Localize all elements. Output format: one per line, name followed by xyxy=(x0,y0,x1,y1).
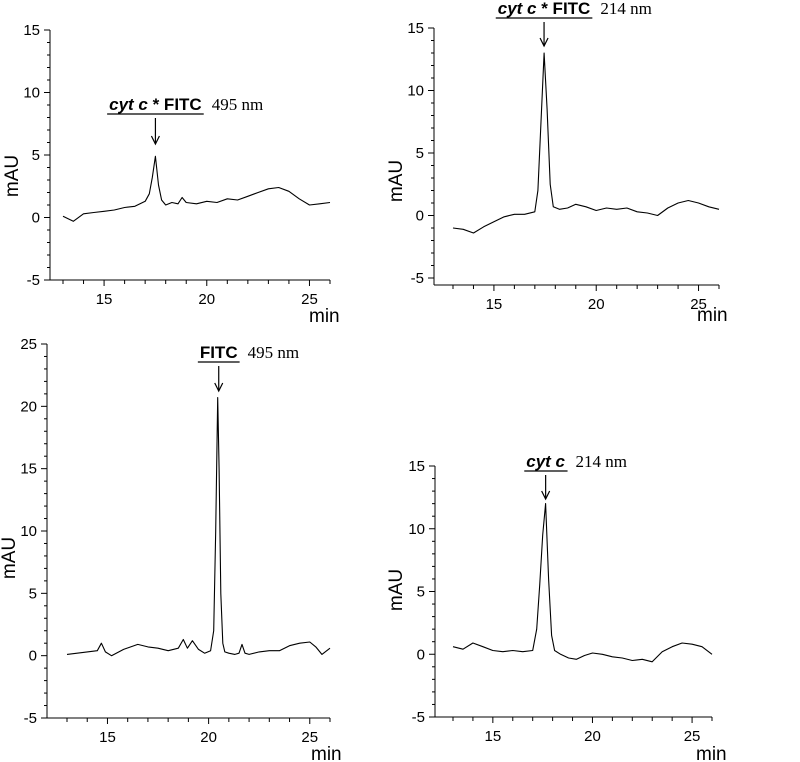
peak-label-part: cyt c xyxy=(526,452,565,471)
y-tick-label: 0 xyxy=(416,208,424,225)
y-tick-label: 10 xyxy=(20,523,37,540)
x-tick-label: 20 xyxy=(584,728,601,745)
y-tick-label: 5 xyxy=(417,584,425,601)
y-tick-label: 0 xyxy=(417,646,425,663)
x-tick-label: 25 xyxy=(684,728,701,745)
y-axis-title: mAU xyxy=(2,155,23,197)
peak-arrow-head xyxy=(541,490,551,501)
y-tick-label: 0 xyxy=(32,210,40,227)
chromatogram-trace xyxy=(62,155,331,222)
peak-label-part: cyt c xyxy=(498,0,537,18)
peak-label-part: * FITC xyxy=(537,0,591,18)
peak-arrow-head xyxy=(214,382,224,393)
x-tick-label: 20 xyxy=(200,729,217,746)
x-tick-label: 20 xyxy=(198,291,215,308)
y-tick-label: 0 xyxy=(29,648,37,665)
x-tick-label: 25 xyxy=(301,291,318,308)
y-tick-label: 15 xyxy=(23,22,40,39)
peak-label: cyt c xyxy=(526,452,565,471)
wavelength-label: 214 nm xyxy=(576,452,627,471)
y-tick-label: 5 xyxy=(416,145,424,162)
y-axis-title: mAU xyxy=(0,537,20,579)
x-tick-label: 15 xyxy=(485,728,502,745)
peak-label-part: cyt c xyxy=(109,95,148,114)
x-tick-label: 25 xyxy=(301,729,318,746)
x-axis-title: min xyxy=(311,744,342,762)
x-tick-label: 20 xyxy=(588,296,605,313)
x-tick-label: 15 xyxy=(96,291,113,308)
y-tick-label: -5 xyxy=(411,270,424,287)
peak-label-part: * FITC xyxy=(148,95,202,114)
wavelength-label: 495 nm xyxy=(248,343,299,362)
peak-arrow-head xyxy=(539,37,549,48)
peak-label: FITC xyxy=(200,343,238,362)
peak-arrow-head xyxy=(150,135,160,146)
chromatogram-trace xyxy=(452,503,713,663)
x-tick-label: 15 xyxy=(99,729,116,746)
y-tick-label: 15 xyxy=(407,20,424,37)
y-tick-label: -5 xyxy=(24,710,37,727)
y-tick-label: -5 xyxy=(412,709,425,726)
wavelength-label: 214 nm xyxy=(600,0,651,18)
y-tick-label: 10 xyxy=(23,85,40,102)
x-axis-title: min xyxy=(696,744,727,762)
chromatogram-trace xyxy=(452,52,720,234)
y-tick-label: 25 xyxy=(20,336,37,353)
y-tick-label: 5 xyxy=(29,585,37,602)
y-tick-label: 10 xyxy=(407,83,424,100)
peak-label: cyt c * FITC xyxy=(498,0,591,18)
y-axis-title: mAU xyxy=(386,569,407,611)
y-tick-label: 20 xyxy=(20,398,37,415)
peak-label: cyt c * FITC xyxy=(109,95,202,114)
x-axis-title: min xyxy=(697,305,728,326)
chromatogram-trace xyxy=(66,397,331,657)
wavelength-label: 495 nm xyxy=(212,95,263,114)
x-tick-label: 25 xyxy=(690,296,707,313)
x-axis-title: min xyxy=(309,306,340,327)
peak-label-part: FITC xyxy=(200,343,238,362)
y-tick-label: 15 xyxy=(20,461,37,478)
y-tick-label: 5 xyxy=(32,147,40,164)
y-tick-label: 15 xyxy=(408,458,425,475)
y-tick-label: 10 xyxy=(408,521,425,538)
y-tick-label: -5 xyxy=(27,272,40,289)
y-axis-title: mAU xyxy=(386,160,407,202)
x-tick-label: 15 xyxy=(486,296,503,313)
